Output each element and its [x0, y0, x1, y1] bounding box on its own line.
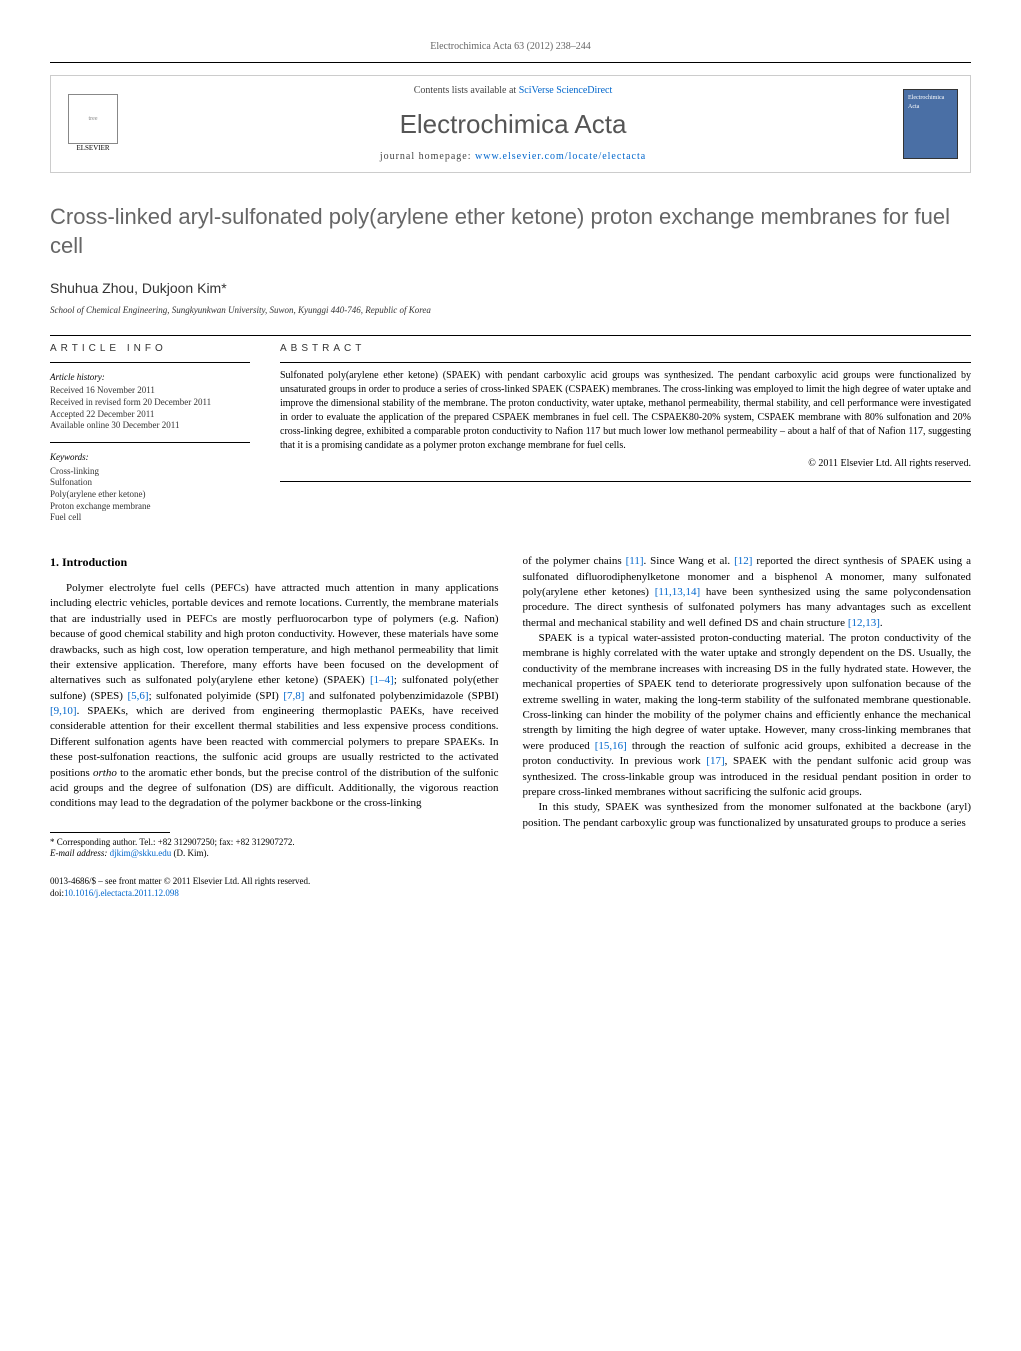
- abstract-text: Sulfonated poly(arylene ether ketone) (S…: [280, 369, 971, 453]
- intro-para-2: SPAEK is a typical water-assisted proton…: [523, 631, 972, 800]
- intro-para-1-continued: of the polymer chains [11]. Since Wang e…: [523, 554, 972, 631]
- email-label: E-mail address:: [50, 848, 110, 858]
- keyword-0: Cross-linking: [50, 466, 250, 478]
- ref-9-10[interactable]: [9,10]: [50, 705, 77, 717]
- keywords-divider: [50, 442, 250, 443]
- publisher-logo: tree ELSEVIER: [63, 89, 123, 159]
- contents-prefix: Contents lists available at: [414, 85, 519, 96]
- email-line: E-mail address: djkim@skku.edu (D. Kim).: [50, 848, 499, 860]
- citation-header: Electrochimica Acta 63 (2012) 238–244: [50, 40, 971, 54]
- contents-line: Contents lists available at SciVerse Sci…: [123, 84, 903, 98]
- abstract-column: ABSTRACT Sulfonated poly(arylene ether k…: [280, 342, 971, 524]
- intro-heading: 1. Introduction: [50, 554, 499, 571]
- elsevier-tree-icon: tree: [68, 94, 118, 144]
- abstract-heading: ABSTRACT: [280, 342, 971, 356]
- keyword-1: Sulfonation: [50, 477, 250, 489]
- p1cont-text-e: .: [880, 617, 883, 629]
- bottom-metadata: 0013-4686/$ – see front matter © 2011 El…: [50, 876, 499, 899]
- body-columns: 1. Introduction Polymer electrolyte fuel…: [50, 554, 971, 899]
- sciencedirect-link[interactable]: SciVerse ScienceDirect: [519, 85, 613, 96]
- received-date: Received 16 November 2011: [50, 385, 250, 397]
- p1-text-f: to the aromatic ether bonds, but the pre…: [50, 767, 499, 810]
- info-heading-divider: [50, 362, 250, 363]
- ref-12[interactable]: [12]: [734, 555, 752, 567]
- email-link[interactable]: djkim@skku.edu: [110, 848, 172, 858]
- p1-text-c: ; sulfonated polyimide (SPI): [149, 690, 284, 702]
- p1cont-text-b: . Since Wang et al.: [643, 555, 734, 567]
- ortho-italic: ortho: [93, 767, 117, 779]
- homepage-prefix: journal homepage:: [380, 151, 475, 162]
- history-heading: Article history:: [50, 371, 250, 384]
- article-title: Cross-linked aryl-sulfonated poly(arylen…: [50, 203, 971, 260]
- abstract-bottom-divider: [280, 481, 971, 482]
- online-date: Available online 30 December 2011: [50, 420, 250, 432]
- ref-1-4[interactable]: [1–4]: [370, 674, 394, 686]
- journal-title: Electrochimica Acta: [123, 106, 903, 142]
- keyword-2: Poly(arylene ether ketone): [50, 489, 250, 501]
- p1-text-a: Polymer electrolyte fuel cells (PEFCs) h…: [50, 582, 499, 686]
- publisher-name: ELSEVIER: [76, 144, 109, 154]
- ref-15-16[interactable]: [15,16]: [595, 740, 627, 752]
- intro-para-1: Polymer electrolyte fuel cells (PEFCs) h…: [50, 581, 499, 812]
- p1-text-d: and sulfonated polybenzimidazole (SPBI): [304, 690, 498, 702]
- info-abstract-row: ARTICLE INFO Article history: Received 1…: [50, 342, 971, 524]
- copyright-line: © 2011 Elsevier Ltd. All rights reserved…: [280, 457, 971, 471]
- affiliation: School of Chemical Engineering, Sungkyun…: [50, 304, 971, 317]
- corresponding-author-footnote: * Corresponding author. Tel.: +82 312907…: [50, 837, 499, 860]
- info-divider-top: [50, 335, 971, 336]
- doi-label: doi:: [50, 888, 64, 898]
- footnote-divider: [50, 832, 170, 833]
- ref-5-6[interactable]: [5,6]: [128, 690, 149, 702]
- ref-11[interactable]: [11]: [626, 555, 644, 567]
- homepage-link[interactable]: www.elsevier.com/locate/electacta: [475, 151, 646, 162]
- ref-7-8[interactable]: [7,8]: [283, 690, 304, 702]
- ref-11-13-14[interactable]: [11,13,14]: [655, 586, 700, 598]
- intro-para-3: In this study, SPAEK was synthesized fro…: [523, 800, 972, 831]
- keywords-heading: Keywords:: [50, 451, 250, 464]
- header-center: Contents lists available at SciVerse Sci…: [123, 84, 903, 164]
- body-column-right: of the polymer chains [11]. Since Wang e…: [523, 554, 972, 899]
- homepage-line: journal homepage: www.elsevier.com/locat…: [123, 150, 903, 164]
- article-info-heading: ARTICLE INFO: [50, 342, 250, 356]
- p2-text-a: SPAEK is a typical water-assisted proton…: [523, 632, 972, 752]
- accepted-date: Accepted 22 December 2011: [50, 409, 250, 421]
- issn-line: 0013-4686/$ – see front matter © 2011 El…: [50, 876, 499, 888]
- keyword-3: Proton exchange membrane: [50, 501, 250, 513]
- abstract-heading-divider: [280, 362, 971, 363]
- ref-17[interactable]: [17]: [706, 755, 724, 767]
- body-column-left: 1. Introduction Polymer electrolyte fuel…: [50, 554, 499, 899]
- journal-cover-thumbnail: Electrochimica Acta: [903, 89, 958, 159]
- email-suffix: (D. Kim).: [171, 848, 209, 858]
- corresponding-line: * Corresponding author. Tel.: +82 312907…: [50, 837, 499, 849]
- doi-link[interactable]: 10.1016/j.electacta.2011.12.098: [64, 888, 179, 898]
- top-divider: [50, 62, 971, 63]
- authors: Shuhua Zhou, Dukjoon Kim*: [50, 279, 971, 299]
- doi-line: doi:10.1016/j.electacta.2011.12.098: [50, 888, 499, 900]
- p1cont-text-a: of the polymer chains: [523, 555, 626, 567]
- journal-header-box: tree ELSEVIER Contents lists available a…: [50, 75, 971, 173]
- ref-12-13[interactable]: [12,13]: [848, 617, 880, 629]
- article-info-column: ARTICLE INFO Article history: Received 1…: [50, 342, 250, 524]
- revised-date: Received in revised form 20 December 201…: [50, 397, 250, 409]
- keyword-4: Fuel cell: [50, 512, 250, 524]
